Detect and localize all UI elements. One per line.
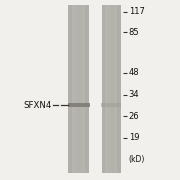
Bar [105, 5, 117, 173]
Text: 26: 26 [129, 112, 139, 121]
Bar [68, 103, 90, 107]
Text: SFXN4: SFXN4 [23, 101, 51, 110]
Text: 85: 85 [129, 28, 139, 37]
Bar [102, 5, 121, 173]
Text: (kD): (kD) [129, 155, 145, 164]
Text: 117: 117 [129, 7, 145, 16]
Bar [72, 5, 85, 173]
Text: 19: 19 [129, 133, 139, 142]
Text: 48: 48 [129, 68, 139, 77]
Text: 34: 34 [129, 90, 139, 99]
Bar [68, 5, 89, 173]
Bar [101, 103, 121, 107]
